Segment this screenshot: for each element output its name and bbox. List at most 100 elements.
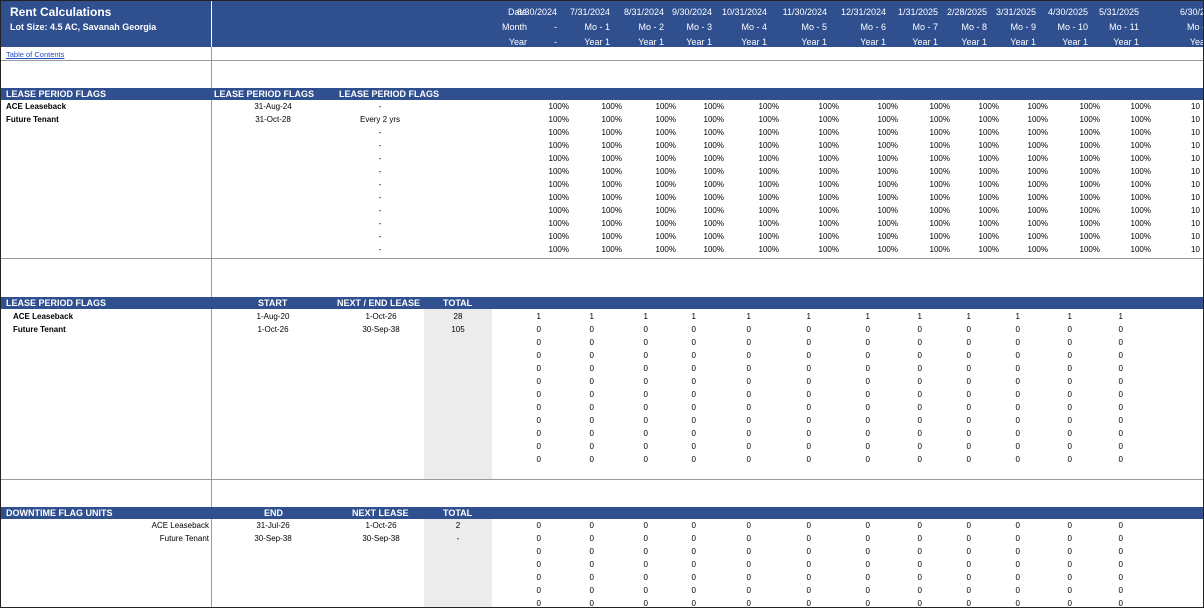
value-cell: 0: [1118, 586, 1123, 595]
row-flag: -: [378, 102, 382, 111]
pct-cell: 100%: [1079, 102, 1100, 111]
section2-band: LEASE PERIOD FLAGS START NEXT / END LEAS…: [1, 297, 1203, 309]
value-cell: 0: [589, 390, 594, 399]
pct-cell: 100%: [1130, 193, 1151, 202]
section1-heading: LEASE PERIOD FLAGS: [6, 89, 107, 99]
value-cell: 0: [691, 325, 696, 334]
row-label: Future Tenant: [6, 115, 59, 124]
value-cell: 0: [865, 338, 870, 347]
pct-cell: 100%: [1027, 219, 1048, 228]
value-cell: 0: [917, 364, 922, 373]
pct-cell: 100%: [655, 115, 676, 124]
pct-cell: 100%: [1130, 128, 1151, 137]
value-cell: 0: [1015, 442, 1020, 451]
pct-cell: 100%: [758, 180, 779, 189]
value-cell: 0: [536, 325, 541, 334]
value-cell: 0: [1015, 599, 1020, 608]
pct-cell: 100%: [929, 245, 950, 254]
value-cell: 0: [1118, 573, 1123, 582]
value-cell: 0: [746, 364, 751, 373]
value-cell: 0: [1067, 586, 1072, 595]
pct-cell: 100%: [703, 128, 724, 137]
value-cell: 0: [966, 377, 971, 386]
value-cell: 0: [589, 351, 594, 360]
row-total: -: [456, 534, 460, 543]
value-cell: 0: [865, 390, 870, 399]
col-divider: [211, 519, 212, 607]
value-cell: 0: [917, 573, 922, 582]
value-cell: 0: [746, 442, 751, 451]
row-dash: -: [378, 206, 382, 215]
value-cell: 0: [643, 573, 648, 582]
pct-cell: 100%: [1027, 102, 1048, 111]
pct-cell: 100%: [1079, 167, 1100, 176]
header-month: Mo - 8: [961, 22, 987, 32]
header-month: Mo - 6: [860, 22, 886, 32]
pct-cell: 100%: [703, 167, 724, 176]
header-date: 4/30/2025: [1047, 7, 1088, 17]
row-dash: -: [378, 245, 382, 254]
pct-cell: 100%: [548, 115, 569, 124]
pct-cell: 100%: [818, 180, 839, 189]
value-cell: 0: [746, 390, 751, 399]
value-cell: 0: [966, 560, 971, 569]
header-year: Year 1: [1062, 37, 1088, 47]
value-cell: 0: [806, 586, 811, 595]
value-cell: 0: [865, 325, 870, 334]
value-cell: 0: [691, 547, 696, 556]
pct-cell: 100%: [601, 102, 622, 111]
row-end: 30-Sep-38: [254, 534, 292, 543]
pct-cell: 100%: [548, 154, 569, 163]
header-date: 9/30/2024: [671, 7, 712, 17]
pct-cell: 100%: [655, 245, 676, 254]
value-cell: 0: [865, 351, 870, 360]
pct-cell: 100%: [703, 206, 724, 215]
pct-cell: 100%: [877, 154, 898, 163]
value-cell: 0: [536, 364, 541, 373]
pct-cell: 100%: [703, 102, 724, 111]
value-cell: 1: [746, 312, 751, 321]
value-cell: 0: [643, 560, 648, 569]
value-cell: 0: [589, 442, 594, 451]
pct-cell: 10: [1191, 219, 1200, 228]
value-cell: 0: [589, 521, 594, 530]
pct-cell: 100%: [758, 128, 779, 137]
table-of-contents-link[interactable]: Table of Contents: [6, 50, 65, 59]
value-cell: 0: [589, 573, 594, 582]
header-month: Mo - 11: [1109, 22, 1139, 32]
value-cell: 0: [1067, 429, 1072, 438]
pct-cell: 100%: [601, 245, 622, 254]
value-cell: 0: [917, 586, 922, 595]
pct-cell: 100%: [1027, 206, 1048, 215]
pct-cell: 100%: [655, 102, 676, 111]
value-cell: 0: [536, 455, 541, 464]
value-cell: 0: [589, 534, 594, 543]
pct-cell: 100%: [978, 141, 999, 150]
value-cell: 0: [1118, 442, 1123, 451]
value-cell: 0: [1067, 455, 1072, 464]
row-dash: -: [378, 167, 382, 176]
value-cell: 0: [966, 599, 971, 608]
divider: [1, 479, 1203, 480]
pct-cell: 100%: [601, 206, 622, 215]
value-cell: 0: [536, 351, 541, 360]
pct-cell: 100%: [818, 115, 839, 124]
value-cell: 0: [746, 547, 751, 556]
value-cell: 0: [1118, 325, 1123, 334]
value-cell: 0: [746, 599, 751, 608]
pct-cell: 100%: [703, 193, 724, 202]
pct-cell: 100%: [1130, 206, 1151, 215]
row-dash: -: [378, 128, 382, 137]
pct-cell: 100%: [548, 219, 569, 228]
value-cell: 1: [917, 312, 922, 321]
value-cell: 0: [536, 560, 541, 569]
value-cell: 0: [643, 338, 648, 347]
pct-cell: 100%: [1079, 141, 1100, 150]
pct-cell: 100%: [1130, 219, 1151, 228]
section3-band: DOWNTIME FLAG UNITS END NEXT LEASE TOTAL: [1, 507, 1203, 519]
value-cell: 0: [865, 560, 870, 569]
value-cell: 0: [1118, 338, 1123, 347]
value-cell: 0: [643, 403, 648, 412]
value-cell: 0: [1118, 455, 1123, 464]
header-year: Year 1: [686, 37, 712, 47]
